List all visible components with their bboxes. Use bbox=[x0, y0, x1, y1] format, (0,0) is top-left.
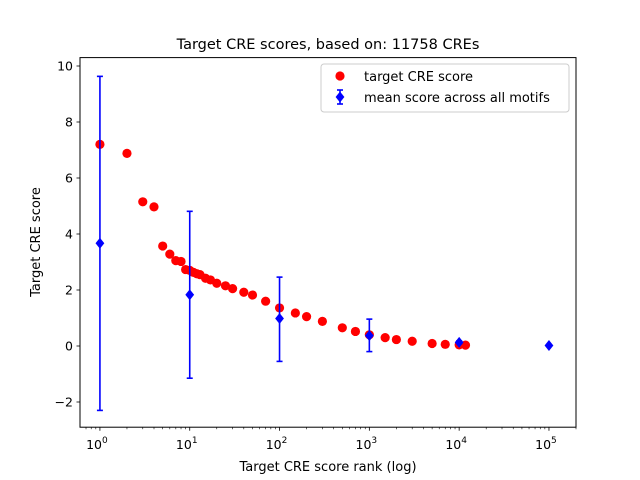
mean-point bbox=[185, 289, 195, 301]
x-tick-label: 105 bbox=[535, 436, 557, 452]
chart-title: Target CRE scores, based on: 11758 CREs bbox=[176, 37, 480, 53]
y-tick-label: 6 bbox=[65, 171, 73, 186]
x-tick-label: 101 bbox=[176, 436, 198, 452]
y-tick-label: 2 bbox=[65, 283, 73, 298]
legend-marker-score bbox=[335, 71, 345, 81]
score-point bbox=[391, 334, 401, 345]
mean-point bbox=[544, 339, 554, 351]
score-point bbox=[165, 249, 175, 259]
score-point bbox=[227, 284, 238, 294]
score-point bbox=[212, 278, 222, 288]
mean-point bbox=[454, 336, 464, 348]
score-point bbox=[239, 287, 249, 297]
plot-frame bbox=[79, 57, 577, 428]
score-point bbox=[176, 256, 186, 267]
legend: target CRE score mean score across all mo… bbox=[320, 63, 570, 113]
score-point bbox=[337, 323, 347, 333]
x-axis-ticks: 100 101 102 103 104 105 bbox=[85, 427, 577, 452]
x-tick-label: 102 bbox=[266, 436, 288, 452]
x-tick-label: 100 bbox=[86, 436, 108, 452]
score-point bbox=[261, 296, 271, 306]
score-point bbox=[317, 316, 327, 326]
y-tick-label: 4 bbox=[65, 227, 73, 242]
score-point bbox=[122, 148, 132, 158]
score-point bbox=[220, 281, 231, 291]
score-point bbox=[440, 339, 450, 349]
score-point bbox=[350, 326, 361, 337]
score-point bbox=[138, 197, 148, 207]
mean-point bbox=[364, 330, 374, 342]
score-point bbox=[380, 333, 390, 343]
y-tick-label: 10 bbox=[57, 59, 73, 74]
y-tick-label: 8 bbox=[65, 115, 73, 130]
y-axis-ticks: −2 0 2 4 6 8 10 bbox=[55, 59, 80, 410]
score-point bbox=[427, 338, 437, 349]
score-point bbox=[460, 340, 471, 350]
chart-marks bbox=[95, 75, 554, 412]
legend-label-score: target CRE score bbox=[364, 70, 473, 85]
y-tick-label: −2 bbox=[55, 395, 73, 410]
legend-label-mean: mean score across all motifs bbox=[364, 91, 550, 106]
mean-point bbox=[95, 237, 105, 249]
x-axis-label: Target CRE score rank (log) bbox=[238, 460, 416, 475]
score-point bbox=[407, 336, 417, 346]
legend-marker-mean bbox=[335, 91, 345, 103]
y-axis-label: Target CRE score bbox=[29, 187, 44, 298]
score-point bbox=[247, 290, 258, 300]
score-point bbox=[158, 241, 168, 251]
y-tick-label: 0 bbox=[65, 339, 73, 354]
score-point bbox=[290, 308, 300, 318]
score-point bbox=[149, 202, 159, 212]
legend-box bbox=[320, 63, 570, 113]
mean-point bbox=[275, 313, 284, 325]
x-tick-label: 103 bbox=[356, 436, 378, 452]
x-tick-label: 104 bbox=[445, 436, 467, 452]
score-point bbox=[301, 312, 312, 322]
